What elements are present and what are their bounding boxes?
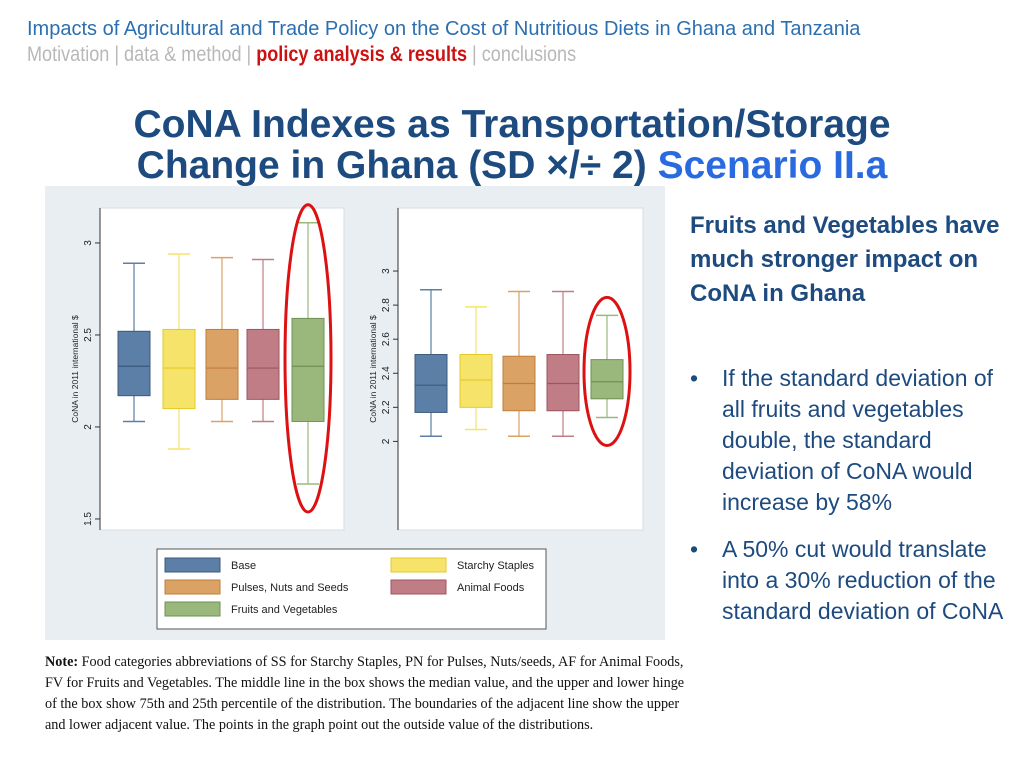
highlight-ellipse — [582, 295, 632, 448]
box-animal-foods — [546, 290, 580, 438]
box-iqr — [162, 328, 196, 410]
bullet-item: • If the standard deviation of all fruits… — [690, 363, 1010, 518]
box-iqr — [414, 354, 448, 413]
bullet-dot: • — [690, 365, 699, 391]
chart-panel-2: 2 2.2 2.4 2.6 2.8 3 CoNA in 2011 international… — [368, 207, 644, 531]
box-iqr — [205, 328, 239, 400]
chart-panel-1: 1.5 2 2.5 3 CoNA in 2011 international $ — [70, 203, 345, 531]
box-starchy-staples — [459, 306, 493, 431]
slide-title-line1: CoNA Indexes as Transportation/Storage — [133, 103, 891, 146]
note-label: Note: — [45, 654, 79, 670]
legend-item: Fruits and Vegetables — [164, 601, 338, 617]
legend-label: Animal Foods — [457, 582, 525, 594]
bullet-item: • A 50% cut would translate into a 30% re… — [690, 534, 1010, 627]
box-iqr — [546, 354, 580, 412]
box-iqr — [291, 317, 325, 422]
slide-title-scenario: Scenario II.a — [657, 144, 888, 187]
legend-label: Base — [231, 560, 256, 572]
legend-swatch — [164, 579, 221, 595]
box-pulses-nuts-and-seeds — [502, 290, 536, 438]
legend-swatch — [390, 557, 447, 573]
legend-item: Animal Foods — [390, 579, 525, 595]
y-tick-label: 3 — [381, 268, 392, 274]
box-iqr — [246, 328, 280, 400]
note-text: Food categories abbreviations of SS for … — [45, 654, 685, 733]
box-fruits-and-vegetables — [590, 314, 624, 419]
y-tick-label: 3 — [83, 240, 94, 246]
y-tick-label: 2.6 — [381, 332, 392, 346]
legend-label: Fruits and Vegetables — [231, 604, 338, 616]
y-tick-label: 2 — [381, 438, 392, 444]
box-iqr — [590, 359, 624, 400]
box-fruits-and-vegetables — [291, 221, 325, 485]
y-tick-label: 2 — [83, 424, 94, 430]
side-heading: Fruits and Vegetables have much stronger… — [690, 212, 1000, 307]
box-base — [117, 262, 151, 423]
legend-swatch — [164, 601, 221, 617]
box-starchy-staples — [162, 253, 196, 450]
bullet-dot: • — [690, 536, 699, 562]
y-tick-label: 2.5 — [83, 328, 94, 342]
nav-after[interactable]: | conclusions — [467, 43, 577, 66]
box-iqr — [117, 330, 151, 397]
legend-item: Starchy Staples — [390, 557, 535, 573]
legend-box — [156, 548, 547, 630]
bullet-text: If the standard deviation of all fruits … — [722, 365, 994, 515]
y-tick-label: 2.2 — [381, 400, 392, 414]
legend-swatch — [390, 579, 447, 595]
chart-legend: Base Starchy Staples Pulses, Nuts and Seed… — [156, 548, 547, 630]
y-tick-label: 1.5 — [83, 512, 94, 526]
legend-label: Pulses, Nuts and Seeds — [231, 582, 349, 594]
legend-swatch — [164, 557, 221, 573]
legend-label: Starchy Staples — [457, 560, 535, 572]
box-iqr — [459, 354, 493, 408]
slide-title-line2-main: Change in Ghana (SD ×/÷ 2) — [136, 144, 658, 187]
side-bullets: • If the standard deviation of all fruits… — [690, 363, 1010, 643]
y-axis-label: CoNA in 2011 international $ — [70, 315, 80, 423]
box-base — [414, 289, 448, 438]
legend-item: Base — [164, 557, 256, 573]
header-title: Impacts of Agricultural and Trade Policy… — [27, 18, 861, 40]
bullet-text: A 50% cut would translate into a 30% red… — [722, 536, 1004, 624]
nav-before[interactable]: Motivation | data & method | — [27, 43, 257, 66]
section-nav: Motivation | data & method | policy anal… — [27, 43, 576, 67]
box-animal-foods — [246, 258, 280, 423]
footnote: Note: Food categories abbreviations of S… — [45, 652, 685, 736]
slide-title-line2: Change in Ghana (SD ×/÷ 2) Scenario II.a — [0, 145, 1024, 186]
legend-item: Pulses, Nuts and Seeds — [164, 579, 349, 595]
slide-title: CoNA Indexes as Transportation/Storage C… — [0, 104, 1024, 186]
y-tick-label: 2.8 — [381, 298, 392, 312]
box-pulses-nuts-and-seeds — [205, 256, 239, 423]
y-tick-label: 2.4 — [381, 366, 392, 380]
y-axis-label: CoNA in 2011 international $ — [368, 315, 378, 423]
nav-active-section[interactable]: policy analysis & results — [256, 43, 468, 66]
highlight-ellipse — [283, 203, 333, 514]
